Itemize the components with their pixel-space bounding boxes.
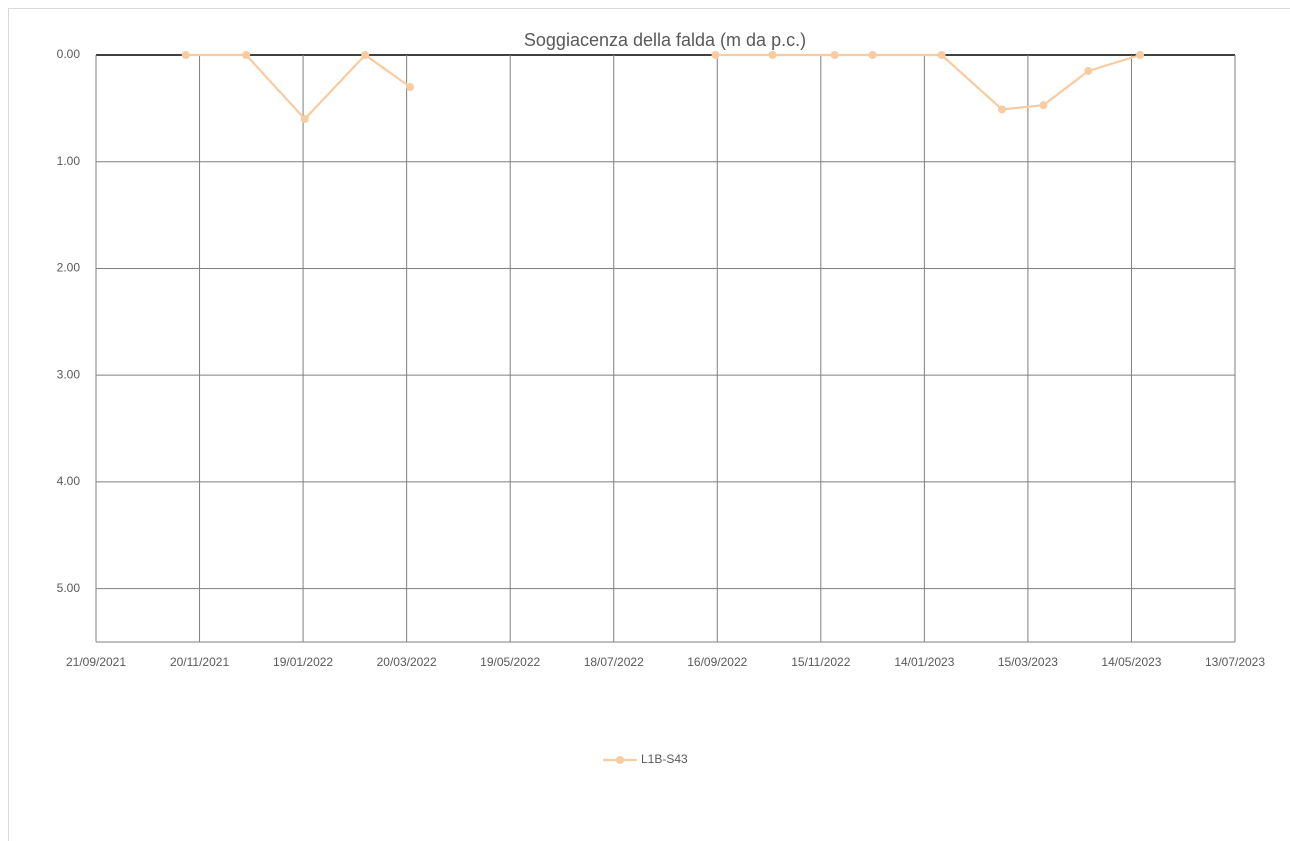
y-tick-label: 5.00: [57, 581, 81, 595]
data-point: [300, 115, 309, 124]
y-tick-label: 1.00: [57, 154, 81, 168]
x-tick-label: 15/03/2023: [998, 655, 1058, 669]
y-tick-label: 3.00: [57, 367, 81, 381]
legend-label: L1B-S43: [641, 752, 688, 766]
data-point: [181, 51, 190, 59]
x-tick-label: 14/05/2023: [1101, 655, 1161, 669]
x-tick-label: 13/07/2023: [1205, 655, 1265, 669]
data-point: [937, 51, 946, 59]
data-point: [406, 83, 415, 92]
data-point: [1084, 67, 1093, 76]
x-tick-label: 15/11/2022: [791, 655, 850, 669]
data-point: [868, 51, 877, 59]
data-point: [998, 105, 1007, 114]
data-point: [711, 51, 720, 59]
data-point: [1136, 51, 1145, 59]
y-tick-label: 0.00: [57, 47, 81, 61]
x-tick-label: 19/05/2022: [480, 655, 540, 669]
data-point: [830, 51, 839, 59]
x-tick-label: 19/01/2022: [273, 655, 333, 669]
chart-title: Soggiacenza della falda (m da p.c.): [524, 30, 806, 50]
legend-marker: [616, 756, 624, 764]
data-point: [1039, 101, 1048, 110]
x-tick-label: 20/11/2021: [170, 655, 229, 669]
data-point: [242, 51, 251, 59]
data-point: [361, 51, 370, 59]
y-tick-label: 4.00: [57, 474, 81, 488]
x-tick-label: 21/09/2021: [66, 655, 126, 669]
data-point: [768, 51, 777, 59]
x-tick-label: 18/07/2022: [584, 655, 644, 669]
y-tick-label: 2.00: [57, 261, 81, 275]
x-tick-label: 16/09/2022: [687, 655, 747, 669]
chart-frame: [8, 8, 1290, 841]
x-tick-label: 14/01/2023: [894, 655, 954, 669]
x-tick-label: 20/03/2022: [377, 655, 437, 669]
